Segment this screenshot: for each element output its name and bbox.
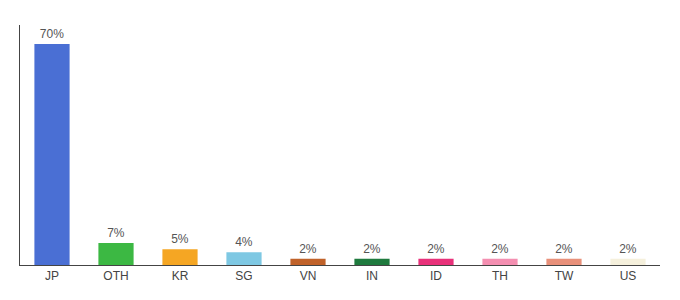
svg-text:KR: KR [172, 269, 189, 283]
svg-text:2%: 2% [619, 242, 637, 256]
svg-text:5%: 5% [171, 232, 189, 246]
svg-text:OTH: OTH [103, 269, 128, 283]
svg-text:TW: TW [555, 269, 574, 283]
svg-text:SG: SG [235, 269, 252, 283]
svg-text:2%: 2% [491, 242, 509, 256]
svg-text:US: US [620, 269, 637, 283]
svg-text:2%: 2% [555, 242, 573, 256]
svg-text:TH: TH [492, 269, 508, 283]
svg-text:IN: IN [366, 269, 378, 283]
svg-text:2%: 2% [427, 242, 445, 256]
svg-text:4%: 4% [235, 235, 253, 249]
svg-text:70%: 70% [40, 27, 64, 41]
svg-text:VN: VN [300, 269, 317, 283]
svg-text:2%: 2% [363, 242, 381, 256]
svg-text:7%: 7% [107, 226, 125, 240]
svg-text:2%: 2% [299, 242, 317, 256]
svg-text:ID: ID [430, 269, 442, 283]
svg-text:JP: JP [45, 269, 59, 283]
